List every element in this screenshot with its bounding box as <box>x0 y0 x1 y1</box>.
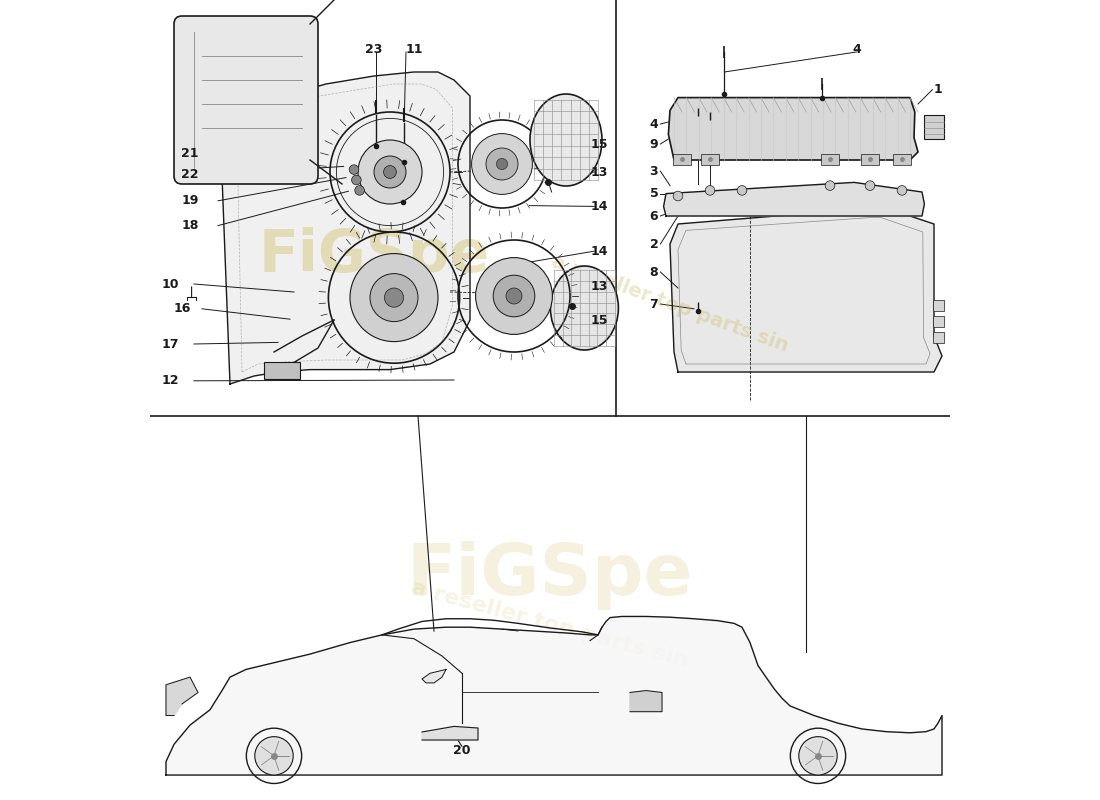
Text: a reseller top parts sin: a reseller top parts sin <box>549 252 791 356</box>
Text: 12: 12 <box>162 374 178 387</box>
Text: 9: 9 <box>650 138 658 150</box>
Text: 1: 1 <box>934 83 943 96</box>
Ellipse shape <box>550 266 618 350</box>
Circle shape <box>352 175 361 185</box>
Text: 15: 15 <box>591 138 608 150</box>
Circle shape <box>349 165 359 174</box>
Text: 20: 20 <box>453 744 471 757</box>
Text: 8: 8 <box>650 266 658 278</box>
Circle shape <box>673 191 683 201</box>
FancyBboxPatch shape <box>822 154 839 165</box>
Text: 19: 19 <box>182 194 199 207</box>
Circle shape <box>705 186 715 195</box>
FancyBboxPatch shape <box>933 316 945 327</box>
Text: 14: 14 <box>591 200 608 213</box>
Text: 4: 4 <box>650 118 659 130</box>
Polygon shape <box>663 182 924 216</box>
Text: 6: 6 <box>650 210 658 222</box>
Text: 3: 3 <box>650 165 658 178</box>
FancyBboxPatch shape <box>933 300 945 311</box>
Text: 21: 21 <box>182 147 199 160</box>
Circle shape <box>496 158 507 170</box>
Circle shape <box>355 186 364 195</box>
Text: 18: 18 <box>182 219 199 232</box>
Text: 13: 13 <box>591 280 608 293</box>
FancyBboxPatch shape <box>861 154 879 165</box>
Polygon shape <box>669 98 918 160</box>
Text: 13: 13 <box>591 166 608 178</box>
Text: 23: 23 <box>365 43 383 56</box>
Circle shape <box>374 156 406 188</box>
Text: FiGSpe: FiGSpe <box>407 542 693 610</box>
Polygon shape <box>670 208 942 372</box>
Circle shape <box>255 737 294 775</box>
Polygon shape <box>166 677 198 715</box>
FancyBboxPatch shape <box>174 16 318 184</box>
Circle shape <box>799 737 837 775</box>
Circle shape <box>370 274 418 322</box>
Circle shape <box>898 186 906 195</box>
Text: 17: 17 <box>162 338 178 350</box>
Text: 2: 2 <box>650 238 659 250</box>
Text: 22: 22 <box>182 168 199 181</box>
Text: 7: 7 <box>650 298 659 310</box>
Polygon shape <box>630 690 662 712</box>
FancyBboxPatch shape <box>673 154 691 165</box>
Circle shape <box>472 134 532 194</box>
Text: 16: 16 <box>174 302 190 315</box>
Text: 11: 11 <box>405 43 422 56</box>
Circle shape <box>737 186 747 195</box>
Text: 10: 10 <box>162 278 178 290</box>
Circle shape <box>475 258 552 334</box>
Circle shape <box>506 288 522 304</box>
Circle shape <box>384 288 404 307</box>
FancyBboxPatch shape <box>893 154 911 165</box>
FancyBboxPatch shape <box>933 332 945 343</box>
Circle shape <box>384 166 396 178</box>
Polygon shape <box>222 72 470 384</box>
Circle shape <box>825 181 835 190</box>
Polygon shape <box>422 726 478 740</box>
Text: FiGSpe: FiGSpe <box>258 227 490 285</box>
Polygon shape <box>422 670 446 683</box>
Circle shape <box>486 148 518 180</box>
Text: 14: 14 <box>591 245 608 258</box>
Circle shape <box>358 140 422 204</box>
Circle shape <box>493 275 535 317</box>
Ellipse shape <box>530 94 602 186</box>
FancyBboxPatch shape <box>701 154 718 165</box>
Text: 5: 5 <box>650 187 659 200</box>
Polygon shape <box>924 115 945 139</box>
Text: 4: 4 <box>852 43 861 56</box>
Text: 15: 15 <box>591 314 608 326</box>
Text: a reseller top parts sin: a reseller top parts sin <box>409 578 691 670</box>
Circle shape <box>350 254 438 342</box>
Polygon shape <box>166 617 942 775</box>
Circle shape <box>866 181 874 190</box>
FancyBboxPatch shape <box>264 362 299 379</box>
